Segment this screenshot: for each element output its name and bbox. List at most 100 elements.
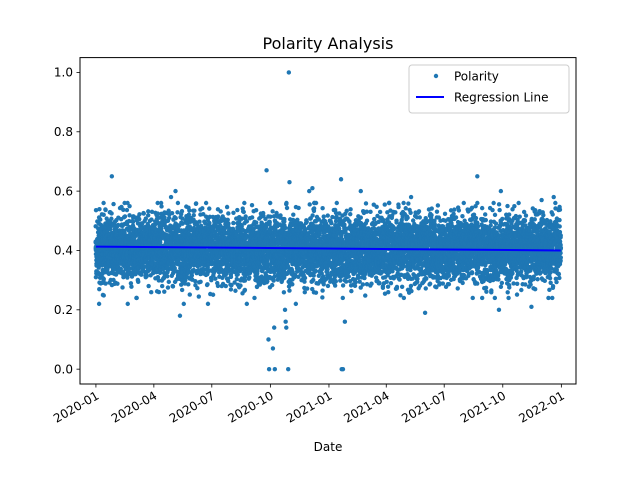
polarity-point (155, 211, 160, 216)
polarity-point (130, 219, 136, 225)
polarity-point (363, 293, 368, 298)
polarity-point (363, 201, 369, 206)
polarity-point (269, 282, 275, 288)
polarity-point (321, 282, 326, 287)
polarity-point (129, 284, 134, 289)
polarity-point (238, 283, 243, 288)
polarity-point (101, 212, 106, 217)
polarity-point (162, 215, 167, 220)
polarity-point (93, 207, 99, 213)
polarity-point (304, 286, 310, 291)
polarity-point (109, 216, 114, 221)
polarity-point (270, 209, 275, 214)
polarity-point (144, 273, 149, 279)
polarity-point (165, 285, 171, 290)
polarity-point (191, 267, 196, 273)
polarity-point (159, 204, 164, 209)
polarity-point (165, 274, 170, 279)
polarity-point (311, 206, 317, 211)
polarity-point (109, 211, 114, 216)
polarity-point (116, 222, 121, 228)
polarity-point (196, 294, 202, 299)
polarity-point (325, 213, 330, 218)
polarity-point (193, 278, 198, 284)
polarity-point (296, 205, 301, 211)
polarity-point (156, 278, 161, 283)
polarity-point (313, 268, 318, 273)
polarity-point (284, 205, 290, 211)
polarity-point (304, 219, 309, 225)
polarity-point (166, 208, 171, 213)
polarity-point (179, 208, 185, 214)
polarity-point (172, 265, 177, 271)
polarity-point (253, 207, 259, 213)
polarity-point (141, 211, 146, 216)
polarity-point (254, 220, 259, 225)
polarity-point (364, 209, 369, 214)
polarity-point (203, 200, 209, 206)
polarity-point (218, 209, 223, 214)
polarity-point (346, 274, 351, 279)
polarity-point (343, 279, 349, 284)
polarity-point (158, 200, 164, 206)
polarity-point (127, 203, 132, 209)
polarity-point (97, 286, 102, 292)
polarity-point (195, 286, 200, 291)
polarity-point (313, 200, 319, 206)
polarity-point (380, 285, 386, 291)
polarity-point (115, 281, 120, 286)
polarity-point (166, 279, 171, 285)
polarity-point (183, 278, 188, 283)
polarity-point (302, 279, 307, 284)
polarity-point (146, 209, 151, 214)
polarity-point (353, 280, 358, 285)
polarity-point (368, 209, 373, 215)
polarity-point (175, 210, 180, 215)
polarity-point (267, 219, 272, 225)
polarity-point (137, 216, 142, 222)
polarity-point (122, 214, 128, 219)
polarity-point (242, 200, 247, 206)
polarity-point (215, 283, 221, 289)
polarity-point (247, 275, 252, 280)
chart-title: Polarity Analysis (263, 34, 394, 53)
polarity-point (103, 207, 108, 213)
polarity-point (121, 207, 126, 213)
polarity-point (162, 289, 167, 294)
polarity-point (139, 272, 144, 277)
polarity-point (200, 206, 205, 211)
polarity-point (307, 202, 312, 207)
polarity-point (120, 285, 125, 290)
polarity-point (372, 216, 377, 222)
polarity-point (228, 287, 234, 292)
polarity-point (284, 201, 289, 207)
polarity-point (349, 288, 354, 294)
polarity-point (329, 220, 334, 226)
polarity-point (149, 209, 155, 214)
polarity-point (125, 200, 130, 206)
polarity-point (340, 295, 345, 301)
polarity-point (97, 207, 102, 212)
polarity-point (159, 226, 164, 231)
polarity-point (332, 283, 338, 288)
polarity-point (295, 217, 300, 222)
polarity-point (210, 292, 216, 297)
polarity-point (364, 218, 370, 223)
polarity-point (133, 271, 138, 277)
polarity-point (325, 283, 331, 289)
polarity-point (282, 219, 287, 224)
polarity-point (225, 217, 230, 222)
polarity-point (169, 211, 175, 216)
polarity-point (111, 201, 116, 207)
polarity-point (159, 283, 165, 289)
polarity-point (283, 225, 288, 231)
polarity-point (320, 206, 325, 211)
polarity-point (145, 213, 151, 218)
polarity-point (149, 217, 154, 222)
polarity-point (175, 200, 181, 206)
polarity-point (310, 213, 315, 218)
polarity-point (338, 278, 343, 283)
polarity-point (157, 270, 163, 275)
polarity-point (290, 282, 295, 287)
polarity-point (207, 206, 212, 211)
